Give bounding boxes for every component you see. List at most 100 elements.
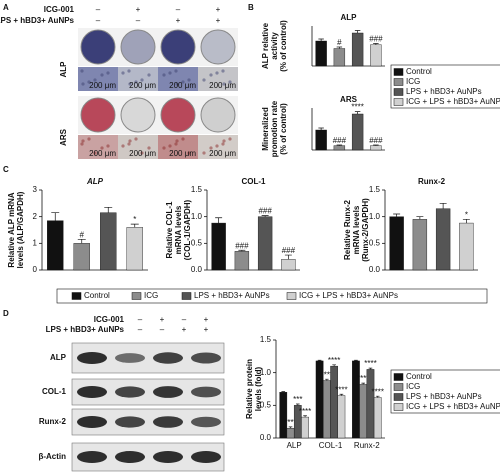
error-bar bbox=[339, 393, 344, 396]
error-bar bbox=[375, 395, 380, 398]
cell-spot bbox=[81, 139, 85, 143]
y-axis-label: (% of control) bbox=[279, 20, 288, 72]
bar bbox=[370, 145, 382, 151]
significance-mark: ### bbox=[235, 241, 249, 250]
bar bbox=[301, 416, 309, 439]
significance-mark: *** bbox=[293, 395, 302, 404]
cell-spot bbox=[106, 71, 110, 75]
bar bbox=[435, 208, 451, 271]
cell-spot bbox=[134, 137, 138, 141]
legend-label: Control bbox=[406, 67, 432, 76]
bar bbox=[126, 227, 143, 271]
bar bbox=[333, 145, 346, 151]
legend-box bbox=[390, 369, 500, 414]
y-tick-label: 1.5 bbox=[369, 185, 381, 194]
treatment-sign: + bbox=[204, 315, 209, 324]
culture-dish bbox=[160, 97, 196, 133]
panel-letter: A bbox=[3, 3, 9, 12]
treatment-sign: + bbox=[216, 5, 221, 14]
y-tick-label: 2 bbox=[33, 212, 38, 221]
cell-spot bbox=[181, 80, 185, 84]
error-bar bbox=[354, 111, 361, 114]
significance-mark: ### bbox=[333, 136, 347, 145]
error-bar bbox=[373, 43, 379, 45]
bar bbox=[100, 212, 117, 271]
y-axis-label: levels (ALP/GAPDH) bbox=[16, 191, 25, 268]
blot-band bbox=[153, 352, 183, 364]
y-tick-label: 1.5 bbox=[260, 335, 272, 344]
legend-swatch bbox=[286, 292, 297, 300]
legend-label: ICG + LPS + hBD3+ AuNPs bbox=[406, 402, 500, 411]
cell-spot bbox=[222, 139, 226, 143]
y-tick-label: 1.0 bbox=[191, 212, 203, 221]
significance-mark: **** bbox=[321, 370, 333, 379]
culture-dish bbox=[200, 29, 236, 65]
significance-mark: # bbox=[80, 230, 85, 239]
scale-bar-label: 200 μm bbox=[129, 81, 156, 90]
panel-letter: C bbox=[3, 165, 9, 174]
blot-band bbox=[191, 451, 221, 463]
treatment-sign: – bbox=[136, 16, 141, 25]
cell-spot bbox=[100, 73, 104, 77]
error-bar bbox=[354, 30, 361, 33]
cell-spot bbox=[80, 142, 84, 146]
treatment-sign: + bbox=[216, 16, 221, 25]
significance-mark: * bbox=[465, 210, 468, 219]
legend-label: Control bbox=[84, 291, 110, 300]
cell-spot bbox=[174, 69, 178, 73]
legend-label: LPS + hBD3+ AuNPs bbox=[406, 87, 482, 96]
treatment-sign: + bbox=[182, 325, 187, 334]
cell-spot bbox=[187, 78, 191, 82]
bar bbox=[366, 369, 375, 439]
scale-bar-label: 200 μm bbox=[169, 81, 196, 90]
significance-mark: ### bbox=[369, 136, 383, 145]
cell-spot bbox=[140, 151, 144, 155]
x-tick-label: ALP bbox=[287, 441, 302, 450]
treatment-sign: – bbox=[182, 315, 187, 324]
error-bar bbox=[368, 367, 373, 370]
error-bar bbox=[317, 359, 322, 361]
error-bar bbox=[361, 382, 366, 385]
y-tick-label: 0.5 bbox=[369, 238, 381, 247]
chart-title: Runx-2 bbox=[418, 177, 446, 186]
cell-spot bbox=[168, 71, 172, 75]
error-bar bbox=[393, 213, 401, 217]
significance-mark: ### bbox=[282, 246, 296, 255]
treatment-sign: + bbox=[176, 16, 181, 25]
significance-mark: **** bbox=[351, 103, 363, 112]
treatment-label: LPS + hBD3+ AuNPs bbox=[0, 16, 75, 25]
cell-spot bbox=[106, 144, 110, 148]
bar bbox=[234, 251, 250, 271]
y-axis-label: promotion rate bbox=[270, 100, 279, 157]
micrograph bbox=[78, 135, 118, 159]
y-tick-label: 0.5 bbox=[191, 238, 203, 247]
panel-letter: B bbox=[248, 3, 254, 12]
legend-swatch bbox=[131, 292, 142, 300]
cell-spot bbox=[175, 82, 179, 86]
bar bbox=[73, 243, 90, 271]
blot-band bbox=[153, 386, 183, 398]
bar bbox=[351, 32, 364, 67]
y-axis-label: ALP relative bbox=[261, 22, 270, 69]
significance-mark: ### bbox=[258, 207, 272, 216]
cell-spot bbox=[209, 146, 213, 150]
error-bar bbox=[462, 218, 470, 224]
cell-spot bbox=[222, 82, 226, 86]
legend-label: ICG + LPS + hBD3+ AuNPs bbox=[406, 97, 500, 106]
micrograph bbox=[118, 135, 158, 159]
legend-label: ICG bbox=[406, 77, 420, 86]
y-tick-label: 1.0 bbox=[369, 212, 381, 221]
y-axis-label: levels (fold) bbox=[254, 366, 263, 411]
significance-mark: * bbox=[133, 215, 136, 224]
bar bbox=[351, 113, 364, 151]
cell-spot bbox=[93, 78, 97, 82]
bar bbox=[279, 392, 288, 439]
y-tick-label: 1.5 bbox=[191, 185, 203, 194]
cell-spot bbox=[121, 144, 125, 148]
significance-mark: **** bbox=[328, 356, 340, 365]
blot-band bbox=[115, 416, 145, 428]
y-axis-label: (% of control) bbox=[279, 103, 288, 155]
error-bar bbox=[104, 206, 113, 213]
cell-spot bbox=[221, 69, 225, 73]
bar bbox=[333, 48, 346, 67]
